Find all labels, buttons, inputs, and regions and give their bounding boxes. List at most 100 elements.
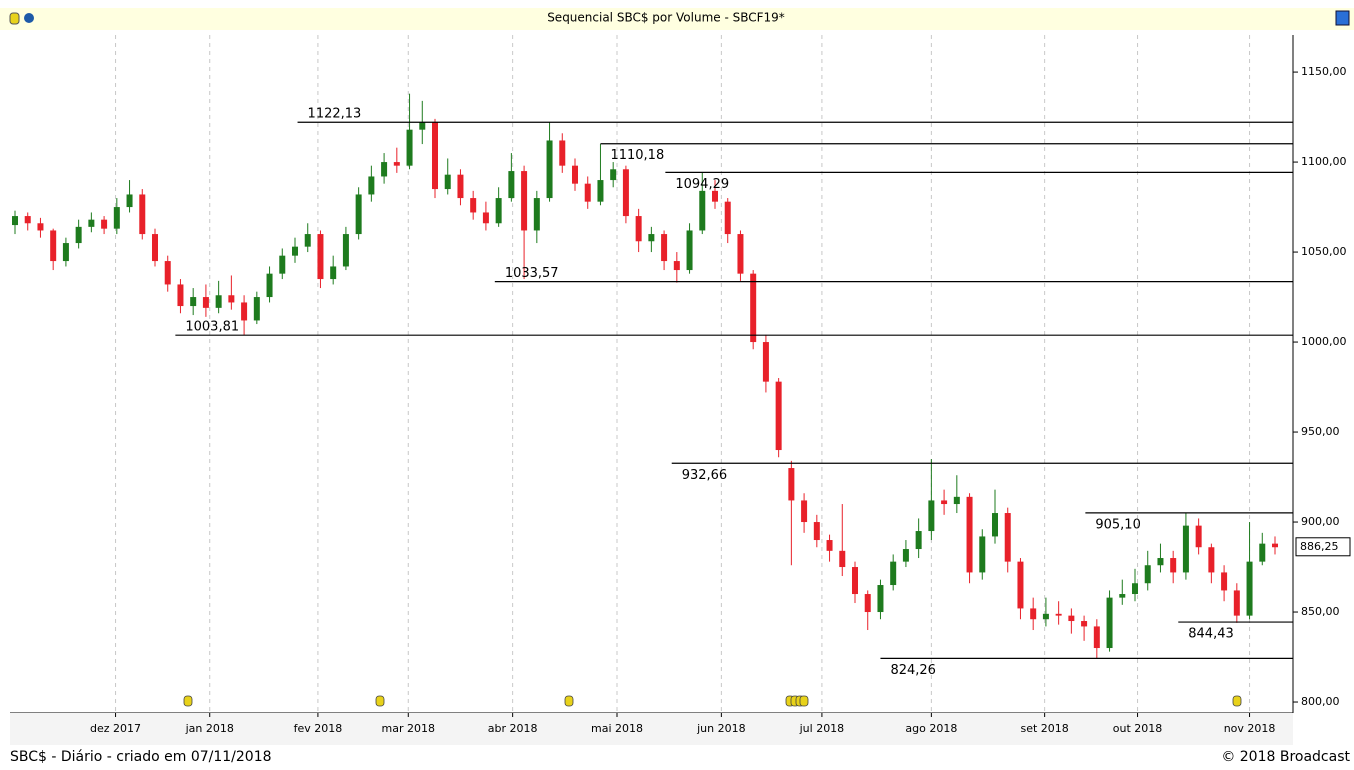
candle-body	[928, 500, 935, 532]
x-axis-band	[10, 713, 1293, 745]
candle-body	[1068, 615, 1075, 622]
level-label: 932,66	[682, 468, 728, 483]
candle-body	[1221, 572, 1228, 591]
candle-body	[113, 207, 120, 229]
x-tick-label: jan 2018	[185, 722, 234, 735]
event-marker[interactable]	[564, 695, 574, 707]
level-label: 844,43	[1188, 627, 1234, 642]
candle-body	[292, 246, 299, 256]
chart-title: Sequencial SBC$ por Volume - SBCF19*	[547, 11, 785, 25]
icon[interactable]	[9, 12, 20, 25]
candle-body	[1106, 597, 1113, 649]
candle-body	[1093, 626, 1100, 649]
candle-body	[75, 226, 82, 244]
candle-body	[762, 342, 769, 382]
candle-body	[1182, 525, 1189, 573]
candle-body	[457, 174, 464, 199]
y-tick-label: 900,00	[1301, 515, 1340, 528]
candle-body	[24, 216, 31, 224]
event-marker[interactable]	[375, 695, 385, 707]
event-marker[interactable]	[799, 695, 809, 707]
candle-body	[1132, 583, 1139, 595]
candle-body	[470, 198, 477, 213]
candle-body	[164, 261, 171, 285]
candle-body	[279, 255, 286, 274]
candle-body	[1259, 543, 1266, 562]
candle-body	[266, 273, 273, 298]
candle-body	[1272, 543, 1279, 548]
y-tick-label: 1000,00	[1301, 335, 1347, 348]
candle-body	[1017, 561, 1024, 609]
icon[interactable]	[24, 13, 34, 23]
x-tick-label: nov 2018	[1224, 722, 1276, 735]
candle-body	[992, 513, 999, 537]
candle-body	[241, 302, 248, 321]
candle-body	[50, 230, 57, 262]
candle-body	[139, 194, 146, 235]
y-tick-label: 1150,00	[1301, 65, 1347, 78]
candle-body	[253, 297, 260, 321]
candle-body	[521, 171, 528, 231]
candle-body	[864, 594, 871, 613]
candle-body	[1170, 558, 1177, 573]
candle-body	[444, 174, 451, 190]
candle-body	[902, 549, 909, 562]
level-label: 1033,57	[505, 266, 559, 281]
candle-body	[432, 122, 439, 190]
candle-body	[724, 201, 731, 235]
candle-body	[533, 198, 540, 231]
candle-body	[406, 129, 413, 166]
last-price-label: 886,25	[1300, 540, 1339, 553]
footer-right: © 2018 Broadcast	[1221, 749, 1350, 765]
candle-body	[177, 284, 184, 307]
icon[interactable]	[1335, 10, 1350, 26]
candle-body	[190, 297, 197, 307]
candle-body	[737, 234, 744, 274]
candle-body	[635, 216, 642, 242]
candle-body	[1081, 621, 1088, 627]
footer-left: SBC$ - Diário - criado em 07/11/2018	[10, 749, 272, 765]
candle-body	[482, 212, 489, 224]
candle-body	[228, 295, 235, 303]
x-tick-label: mai 2018	[591, 722, 643, 735]
event-marker[interactable]	[183, 695, 193, 707]
candle-body	[890, 561, 897, 586]
y-tick-label: 800,00	[1301, 695, 1340, 708]
x-tick-label: mar 2018	[382, 722, 435, 735]
candle-body	[1030, 608, 1037, 620]
candle-body	[610, 169, 617, 181]
candle-body	[152, 234, 159, 262]
candle-body	[584, 183, 591, 202]
x-tick-label: abr 2018	[488, 722, 538, 735]
candle-body	[495, 198, 502, 224]
x-tick-label: set 2018	[1020, 722, 1068, 735]
candle-body	[661, 234, 668, 262]
last-price-box	[1295, 537, 1351, 557]
candle-body	[1004, 513, 1011, 562]
x-tick-label: out 2018	[1113, 722, 1163, 735]
candle-body	[393, 162, 400, 166]
candle-body	[953, 496, 960, 505]
candle-body	[546, 140, 553, 199]
level-label: 824,26	[890, 663, 936, 678]
event-marker[interactable]	[1232, 695, 1242, 707]
candle-body	[1233, 590, 1240, 616]
candle-body	[826, 540, 833, 551]
candle-body	[304, 234, 311, 247]
candle-body	[1246, 561, 1253, 616]
candle-body	[1157, 558, 1164, 566]
candle-body	[966, 496, 973, 573]
title-bar	[0, 8, 1354, 30]
candle-body	[788, 468, 795, 501]
candle-body	[979, 536, 986, 573]
candle-body	[1208, 547, 1215, 573]
candle-body	[775, 381, 782, 451]
candle-body	[202, 297, 209, 308]
candle-body	[750, 273, 757, 343]
y-tick-label: 1050,00	[1301, 245, 1347, 258]
x-tick-label: dez 2017	[90, 722, 141, 735]
candle-body	[317, 234, 324, 280]
candle-body	[419, 122, 426, 130]
candle-body	[801, 500, 808, 523]
